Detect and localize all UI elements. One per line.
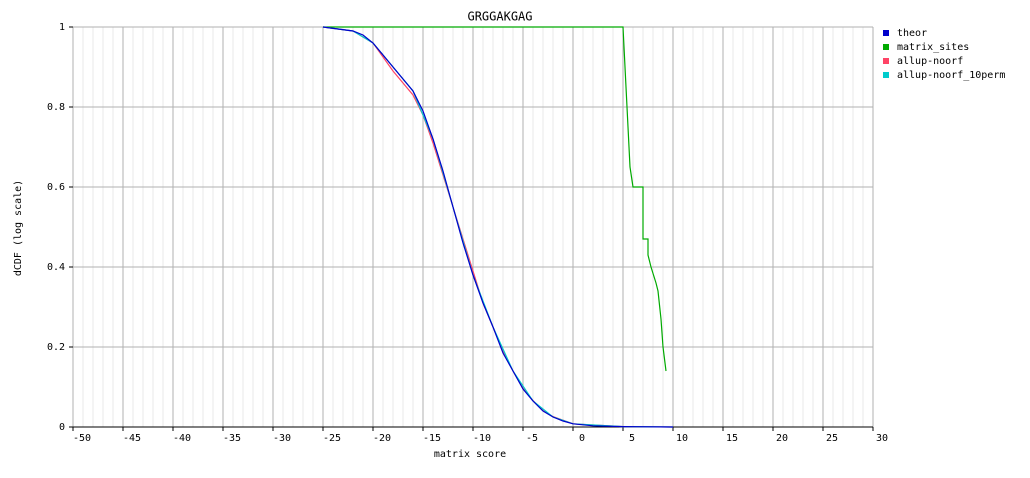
legend-label: matrix_sites [897,42,969,53]
x-tick-label: -15 [423,433,441,444]
legend-label: theor [897,28,927,39]
legend-marker [883,58,889,64]
y-tick-label: 0.6 [47,182,65,193]
series-line [323,26,667,372]
legend-marker [883,72,889,78]
legend-label: allup-noorf [897,56,963,67]
x-tick-label: 10 [676,433,688,444]
x-tick-label: 20 [776,433,788,444]
y-tick-label: 0.2 [47,342,65,353]
x-tick-label: -35 [223,433,241,444]
x-tick-label: -45 [123,433,141,444]
x-tick-label: -25 [323,433,341,444]
y-tick-label: 0.4 [47,262,65,273]
chart-title: GRGGAKGAG [467,10,532,24]
legend-marker [883,30,889,36]
y-tick-label: 0.8 [47,102,65,113]
y-tick-label: 0 [59,422,65,433]
x-tick-label: -5 [526,433,538,444]
x-tick-label: -40 [173,433,191,444]
x-tick-label: 25 [826,433,838,444]
x-tick-label: 5 [629,433,635,444]
x-tick-label: -20 [373,433,391,444]
x-tick-label: -30 [273,433,291,444]
y-axis-label: dCDF (log scale) [13,180,24,276]
x-tick-label: 0 [579,433,585,444]
y-tick-label: 1 [59,22,65,33]
x-axis-label: matrix score [434,449,506,460]
series-line [322,26,674,428]
x-tick-label: -50 [73,433,91,444]
x-tick-label: 15 [726,433,738,444]
legend-label: allup-noorf_10perm [897,70,1005,81]
x-tick-label: -10 [473,433,491,444]
x-tick-label: 30 [876,433,888,444]
legend-marker [883,44,889,50]
